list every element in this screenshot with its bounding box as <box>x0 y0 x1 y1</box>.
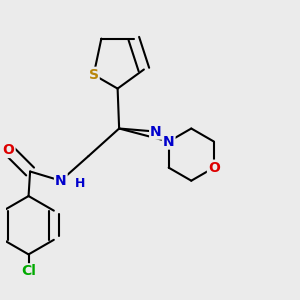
Text: N: N <box>55 174 67 188</box>
Text: H: H <box>75 177 85 190</box>
Text: S: S <box>89 68 99 82</box>
Text: O: O <box>3 143 14 157</box>
Text: O: O <box>208 161 220 175</box>
Text: N: N <box>150 124 162 139</box>
Text: N: N <box>163 135 175 148</box>
Text: Cl: Cl <box>21 264 36 278</box>
